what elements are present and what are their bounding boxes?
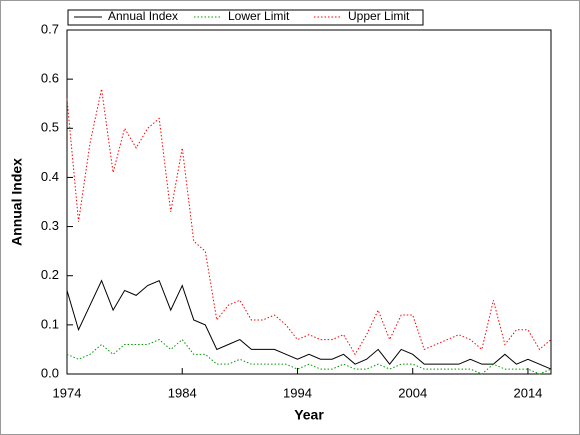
y-tick-label: 0.0 <box>41 365 59 380</box>
x-tick-label: 1994 <box>283 385 312 400</box>
series-line <box>66 279 552 370</box>
series-line <box>66 88 552 356</box>
legend-label: Upper Limit <box>348 9 410 23</box>
legend <box>67 9 424 26</box>
y-tick-label: 0.3 <box>41 218 59 233</box>
y-tick-label: 0.5 <box>41 120 59 135</box>
legend-label: Lower Limit <box>228 9 290 23</box>
y-axis-title: Annual Index <box>9 158 25 246</box>
y-tick-label: 0.7 <box>41 21 59 36</box>
y-tick-label: 0.1 <box>41 316 59 331</box>
x-tick-label: 2004 <box>398 385 427 400</box>
x-axis-title: Year <box>294 407 324 423</box>
x-tick-label: 1974 <box>53 385 82 400</box>
x-tick-label: 2014 <box>513 385 542 400</box>
plot-area <box>66 29 552 375</box>
series-line <box>66 338 552 375</box>
x-tick-label: 1984 <box>168 385 197 400</box>
y-tick-label: 0.6 <box>41 71 59 86</box>
y-tick-label: 0.4 <box>41 169 59 184</box>
legend-label: Annual Index <box>108 9 178 23</box>
y-tick-label: 0.2 <box>41 267 59 282</box>
